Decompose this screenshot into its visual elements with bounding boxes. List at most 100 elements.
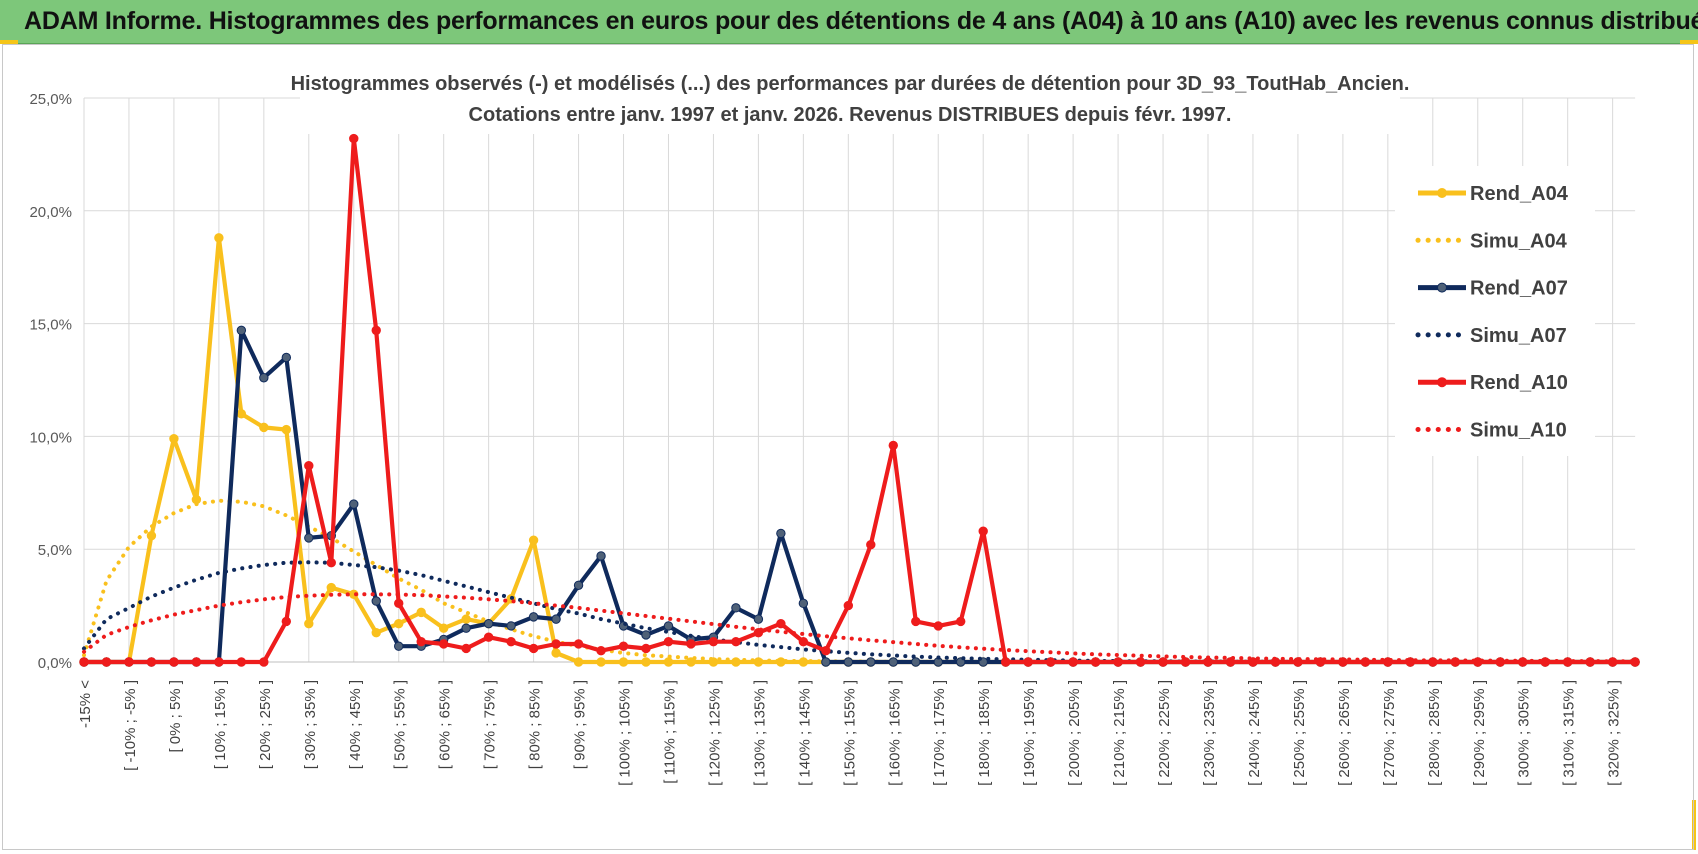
data-point-Rend_A04	[573, 657, 584, 667]
data-point-Rend_A04	[146, 530, 157, 541]
data-point-Rend_A10	[866, 539, 876, 550]
data-point-Rend_A07	[304, 533, 314, 543]
x-tick-label: [ 10% ; 15% ]	[212, 680, 229, 769]
data-point-Rend_A04	[371, 627, 381, 638]
data-point-Rend_A07	[461, 623, 471, 633]
data-point-Rend_A10	[888, 440, 898, 451]
data-point-Rend_A10	[956, 616, 966, 627]
data-point-Rend_A07	[573, 580, 584, 590]
data-point-Rend_A04	[686, 657, 696, 667]
data-point-Rend_A07	[866, 657, 876, 667]
data-point-Rend_A04	[596, 657, 606, 667]
corner-accent-bottom-right	[1692, 800, 1696, 850]
data-point-Rend_A04	[214, 233, 224, 243]
data-point-Rend_A10	[641, 643, 651, 654]
data-point-Rend_A10	[461, 643, 471, 654]
x-tick-label: [ 150% ; 155% ]	[841, 680, 858, 786]
data-point-Rend_A10	[1023, 657, 1033, 667]
data-point-Rend_A10	[349, 133, 359, 144]
data-point-Rend_A10	[438, 639, 449, 649]
data-point-Rend_A10	[821, 646, 831, 656]
y-tick-label: 5,0%	[38, 542, 72, 559]
data-point-Rend_A10	[573, 639, 584, 649]
data-point-Rend_A04	[641, 657, 651, 667]
series	[79, 133, 1640, 667]
data-point-Rend_A10	[933, 621, 943, 631]
data-point-Rend_A10	[798, 636, 809, 647]
data-point-Rend_A10	[978, 526, 988, 536]
data-point-Rend_A10	[236, 657, 247, 667]
y-tick-label: 0,0%	[38, 655, 72, 672]
x-tick-label: [ 190% ; 195% ]	[1021, 680, 1038, 786]
x-tick-label: [ 230% ; 235% ]	[1201, 680, 1218, 786]
data-point-Rend_A07	[663, 621, 674, 631]
data-point-Rend_A04	[618, 657, 629, 667]
data-point-Rend_A10	[101, 657, 112, 667]
data-point-Rend_A04	[461, 614, 471, 624]
data-point-Rend_A10	[686, 639, 696, 649]
data-point-Rend_A07	[551, 614, 561, 624]
data-point-Rend_A10	[281, 616, 292, 627]
data-point-Rend_A07	[798, 598, 809, 609]
x-tick-label: [ 40% ; 45% ]	[347, 680, 364, 769]
data-point-Rend_A04	[528, 535, 539, 545]
data-point-Rend_A04	[438, 623, 449, 633]
data-point-Rend_A07	[843, 657, 854, 667]
axes: 0,0% 5,0% 10,0% 15,0% 20,0% 25,0% -15% < [ -10%…	[29, 91, 1636, 786]
x-tick-label: [ 180% ; 185% ]	[976, 680, 993, 786]
data-point-Rend_A10	[191, 657, 202, 667]
x-tick-label: [ 110% ; 115% ]	[661, 680, 678, 784]
data-point-Rend_A10	[663, 636, 674, 647]
data-point-Rend_A10	[259, 657, 269, 667]
x-tick-label: [ 320% ; 325% ]	[1606, 680, 1623, 786]
y-tick-label: 15,0%	[29, 317, 72, 334]
data-point-Rend_A10	[1090, 657, 1101, 667]
data-point-Rend_A10	[843, 600, 854, 611]
x-tick-label: [ 130% ; 135% ]	[751, 680, 768, 786]
data-point-Rend_A07	[776, 528, 786, 539]
chart-title: Histogrammes observés (-) et modélisés (…	[291, 64, 1409, 134]
x-tick-label: [ 310% ; 315% ]	[1561, 680, 1578, 786]
x-tick-label: [ 250% ; 255% ]	[1291, 680, 1308, 786]
series-Rend_A10	[79, 133, 1640, 667]
data-point-Rend_A10	[483, 632, 494, 642]
data-point-Rend_A10	[326, 558, 336, 568]
data-point-Rend_A10	[146, 657, 157, 667]
data-point-Rend_A07	[349, 499, 359, 509]
x-tick-label: [ 260% ; 265% ]	[1336, 680, 1353, 786]
x-tick-label: -15% <	[77, 680, 94, 728]
chart-title-line-2: Cotations entre janv. 1997 et janv. 2026…	[469, 104, 1232, 126]
x-tick-label: [ 270% ; 275% ]	[1381, 680, 1398, 786]
data-point-Rend_A10	[911, 616, 921, 627]
x-tick-label: [ 220% ; 225% ]	[1156, 680, 1173, 786]
x-tick-label: [ 30% ; 35% ]	[302, 680, 319, 769]
x-tick-label: [ 70% ; 75% ]	[482, 680, 499, 769]
data-point-Rend_A04	[416, 607, 426, 618]
data-point-Rend_A10	[506, 636, 516, 647]
y-tick-label: 20,0%	[29, 204, 72, 221]
x-tick-label: [ -10% ; -5% ]	[122, 680, 139, 771]
x-tick-label: [ 160% ; 165% ]	[886, 680, 903, 786]
legend-label-Simu_A04: Simu_A04	[1470, 230, 1568, 252]
y-tick-label: 10,0%	[29, 429, 72, 446]
data-point-Rend_A10	[169, 657, 179, 667]
x-tick-label: [ 290% ; 295% ]	[1471, 680, 1488, 786]
data-point-Rend_A07	[528, 612, 539, 622]
data-point-Rend_A10	[416, 636, 426, 647]
data-point-Rend_A07	[753, 614, 764, 624]
data-point-Rend_A07	[394, 641, 404, 651]
page-header: ADAM Informe. Histogrammes des performan…	[0, 0, 1698, 44]
x-tick-label: [ 60% ; 65% ]	[437, 680, 454, 769]
x-tick-label: [ 240% ; 245% ]	[1246, 680, 1263, 786]
data-point-Rend_A04	[259, 422, 269, 433]
data-point-Rend_A10	[1158, 657, 1168, 667]
data-point-Rend_A10	[124, 657, 134, 667]
data-point-Rend_A10	[304, 461, 314, 471]
chart-frame	[2, 44, 1694, 850]
legend-label-Simu_A10: Simu_A10	[1470, 420, 1567, 442]
data-point-Rend_A10	[1000, 657, 1011, 667]
data-point-Rend_A10	[1135, 657, 1146, 667]
data-point-Rend_A10	[708, 636, 719, 647]
x-tick-label: [ 20% ; 25% ]	[257, 680, 274, 769]
